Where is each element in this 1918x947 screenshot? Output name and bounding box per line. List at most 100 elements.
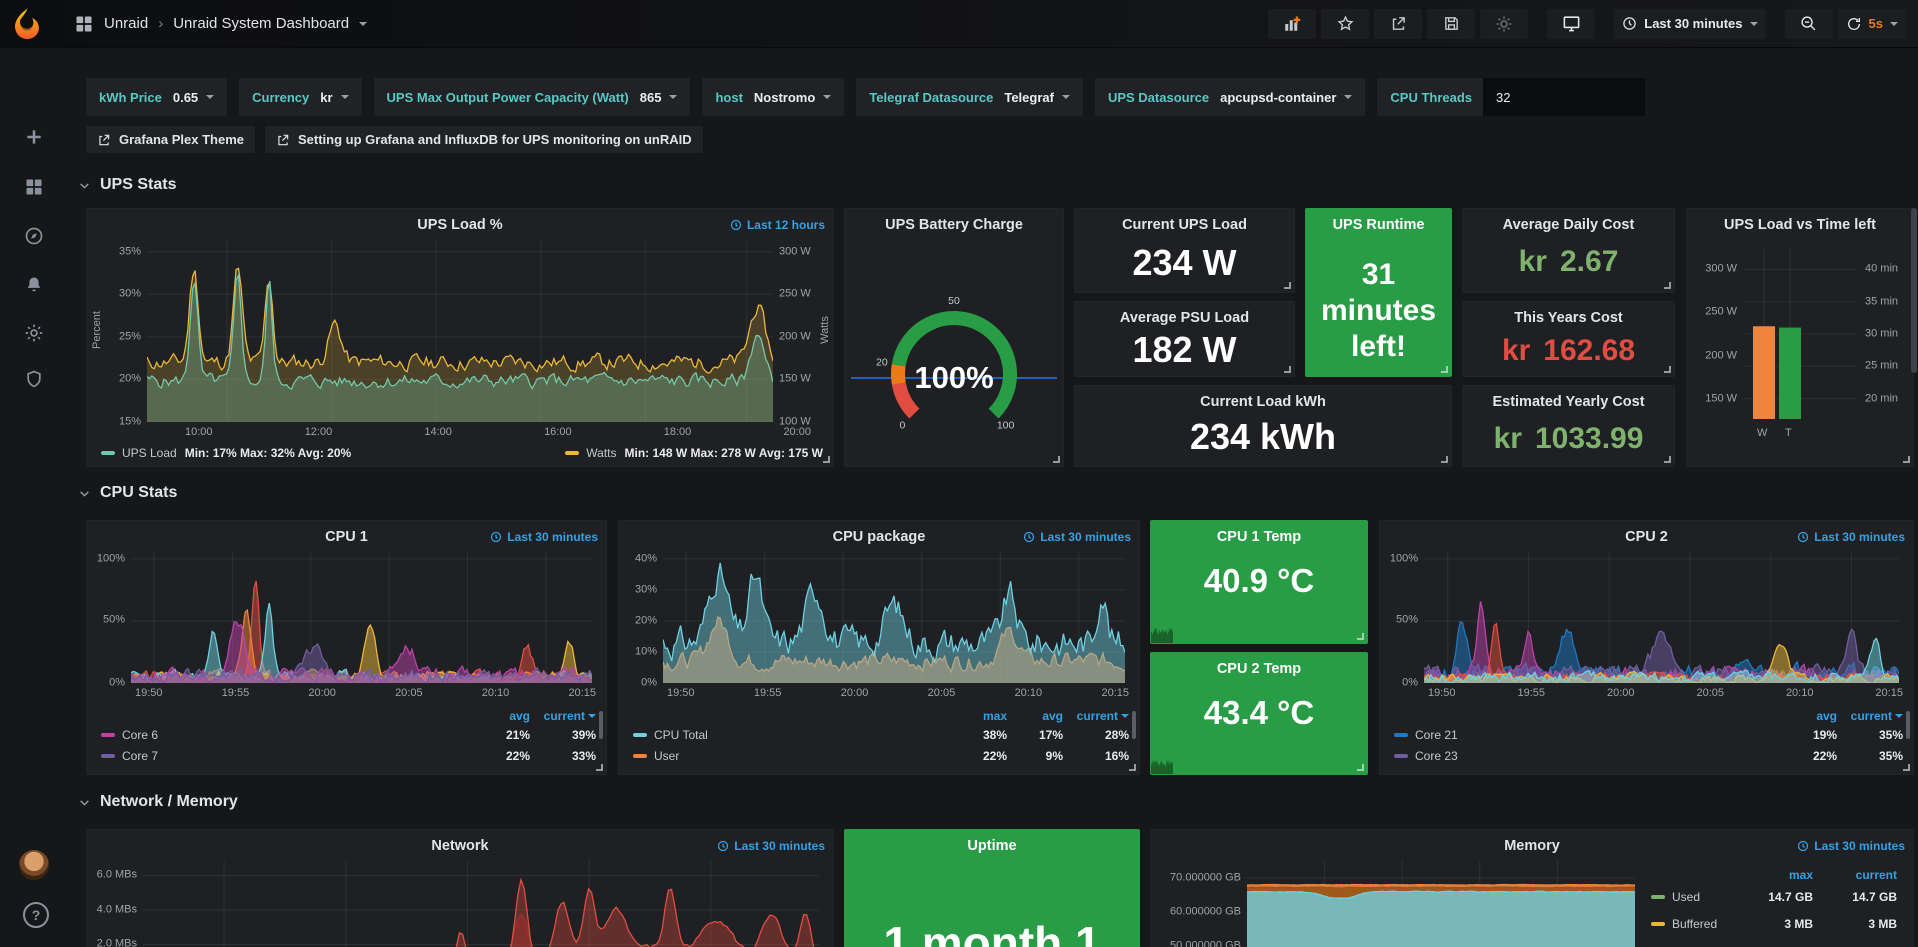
panel-time-override[interactable]: Last 30 minutes	[1797, 839, 1905, 853]
dashboard-links-row: Grafana Plex Theme Setting up Grafana an…	[86, 126, 703, 153]
legend-row[interactable]: Core 2322%35%	[1394, 745, 1903, 766]
panel-cpu1: CPU 1 Last 30 minutes 100% 50% 0% 19:501…	[86, 520, 607, 775]
legend-item-ups-load[interactable]: UPS LoadMin: 17% Max: 32% Avg: 20%	[101, 446, 351, 460]
clock-icon	[1797, 531, 1809, 543]
axis-tick: 35 min	[1865, 297, 1911, 308]
panel-ups-runtime: UPS Runtime 31 minutes left!	[1305, 208, 1452, 377]
axis-tick: 150 W	[1693, 394, 1737, 405]
panel-title[interactable]: Average PSU Load	[1075, 310, 1294, 326]
legend-scrollbar[interactable]	[599, 711, 603, 739]
panel-title[interactable]: UPS Battery Charge	[845, 217, 1063, 233]
variable-host[interactable]: hostNostromo	[702, 78, 844, 116]
tv-mode-button[interactable]	[1547, 9, 1595, 39]
refresh-interval-label[interactable]: 5s	[1869, 16, 1883, 31]
refresh-interval-caret-icon[interactable]	[1890, 22, 1898, 26]
section-network-memory[interactable]: Network / Memory	[78, 793, 238, 811]
cpu-package-chart[interactable]	[663, 551, 1125, 683]
save-button[interactable]	[1427, 9, 1475, 39]
stat-value: 40.9 °C	[1151, 563, 1367, 599]
panel-time-override[interactable]: Last 30 minutes	[1023, 530, 1131, 544]
panel-current-ups-load: Current UPS Load 234 W	[1074, 208, 1295, 293]
panel-title[interactable]: UPS Load vs Time left	[1687, 217, 1913, 233]
section-ups-stats[interactable]: UPS Stats	[78, 176, 176, 194]
panel-time-override[interactable]: Last 30 minutes	[490, 530, 598, 544]
legend-row[interactable]: Core 722%33%	[101, 745, 596, 766]
user-avatar[interactable]	[19, 850, 49, 880]
axis-tick: 150 W	[779, 374, 823, 385]
panel-title[interactable]: CPU 1 Temp	[1151, 529, 1367, 545]
panel-cpu1-temp: CPU 1 Temp 40.9 °C	[1150, 520, 1368, 644]
configuration-gear-icon[interactable]	[24, 323, 44, 343]
star-button[interactable]	[1321, 9, 1369, 39]
share-button[interactable]	[1374, 9, 1422, 39]
variable-telegraf-datasource[interactable]: Telegraf DatasourceTelegraf	[856, 78, 1083, 116]
panel-time-override[interactable]: Last 12 hours	[730, 218, 825, 232]
add-panel-button[interactable]	[1268, 9, 1316, 39]
panel-title[interactable]: Estimated Yearly Cost	[1463, 394, 1674, 410]
legend-row[interactable]: Used14.7 GB14.7 GB	[1651, 883, 1897, 910]
dashboards-icon[interactable]	[24, 177, 44, 197]
panel-ups-load: UPS Load % Last 12 hours Percent Watts 3…	[86, 208, 834, 467]
apps-grid-icon[interactable]	[74, 14, 94, 34]
legend-scrollbar[interactable]	[1906, 711, 1910, 739]
axis-tick: 200 W	[779, 332, 823, 343]
panel-title[interactable]: This Years Cost	[1463, 310, 1674, 326]
load-vs-time-bar-chart[interactable]	[1745, 249, 1857, 419]
x-axis: 19:5019:5520:0020:0520:1020:15	[663, 687, 1181, 699]
grafana-logo-icon[interactable]	[10, 7, 44, 41]
legend-row[interactable]: Core 2119%35%	[1394, 724, 1903, 745]
variable-cpu-threads: CPU Threads	[1377, 78, 1645, 116]
clock-icon	[1622, 16, 1637, 31]
legend-row[interactable]: Core 621%39%	[101, 724, 596, 745]
clock-icon	[490, 531, 502, 543]
legend-scrollbar[interactable]	[1132, 711, 1136, 739]
dashboard-title[interactable]: Unraid System Dashboard	[173, 15, 349, 32]
chevron-down-icon	[78, 179, 91, 192]
breadcrumb: Unraid › Unraid System Dashboard	[74, 14, 367, 34]
stat-value: kr1033.99	[1463, 422, 1674, 455]
create-plus-icon[interactable]	[24, 127, 44, 147]
link-ups-monitoring-guide[interactable]: Setting up Grafana and InfluxDB for UPS …	[265, 126, 703, 153]
legend-row[interactable]: CPU Total38%17%28%	[633, 724, 1129, 745]
zoom-out-button[interactable]	[1785, 9, 1833, 39]
cpu1-chart[interactable]	[131, 551, 592, 683]
help-icon[interactable]: ?	[23, 902, 49, 928]
time-range-picker[interactable]: Last 30 minutes	[1614, 9, 1765, 39]
alerting-bell-icon[interactable]	[24, 275, 44, 295]
section-cpu-stats[interactable]: CPU Stats	[78, 484, 177, 502]
admin-shield-icon[interactable]	[24, 369, 44, 389]
variable-ups-max-output[interactable]: UPS Max Output Power Capacity (Watt)865	[374, 78, 691, 116]
legend-row[interactable]: Buffered3 MB3 MB	[1651, 910, 1897, 937]
dashboard-settings-button[interactable]	[1480, 9, 1528, 39]
refresh-button[interactable]: 5s	[1838, 9, 1906, 39]
variable-kwh-price[interactable]: kWh Price0.65	[86, 78, 227, 116]
legend-item-watts[interactable]: WattsMin: 148 W Max: 278 W Avg: 175 W	[565, 446, 823, 460]
panel-title[interactable]: Average Daily Cost	[1463, 217, 1674, 233]
panel-title[interactable]: Uptime	[845, 838, 1139, 854]
explore-compass-icon[interactable]	[24, 226, 44, 246]
panel-title[interactable]: Current UPS Load	[1075, 217, 1294, 233]
breadcrumb-root[interactable]: Unraid	[104, 15, 148, 32]
breadcrumb-separator: ›	[158, 15, 163, 32]
axis-tick: 100%	[87, 554, 125, 565]
panel-title[interactable]: Current Load kWh	[1075, 394, 1451, 410]
panel-time-override[interactable]: Last 30 minutes	[717, 839, 825, 853]
stat-value: 43.4 °C	[1151, 695, 1367, 731]
panel-title[interactable]: UPS Runtime	[1306, 217, 1451, 233]
panel-title[interactable]: UPS Load %	[87, 217, 833, 233]
dashboard-title-caret-icon[interactable]	[359, 22, 367, 26]
page-scrollbar[interactable]	[1911, 208, 1917, 373]
variable-currency[interactable]: Currencykr	[239, 78, 361, 116]
panel-memory: Memory Last 30 minutes 70.000000 GB 60.0…	[1150, 829, 1914, 947]
legend-row[interactable]: User22%9%16%	[633, 745, 1129, 766]
network-chart[interactable]	[143, 860, 819, 947]
panel-title[interactable]: CPU 2 Temp	[1151, 661, 1367, 677]
cpu-threads-input[interactable]	[1494, 89, 1634, 106]
variable-ups-datasource[interactable]: UPS Datasourceapcupsd-container	[1095, 78, 1365, 116]
ups-load-chart[interactable]	[147, 239, 773, 422]
battery-gauge[interactable]: 02050100	[862, 279, 1046, 429]
link-grafana-plex-theme[interactable]: Grafana Plex Theme	[86, 126, 255, 153]
cpu2-chart[interactable]	[1424, 551, 1899, 683]
memory-chart[interactable]	[1247, 860, 1635, 947]
panel-time-override[interactable]: Last 30 minutes	[1797, 530, 1905, 544]
